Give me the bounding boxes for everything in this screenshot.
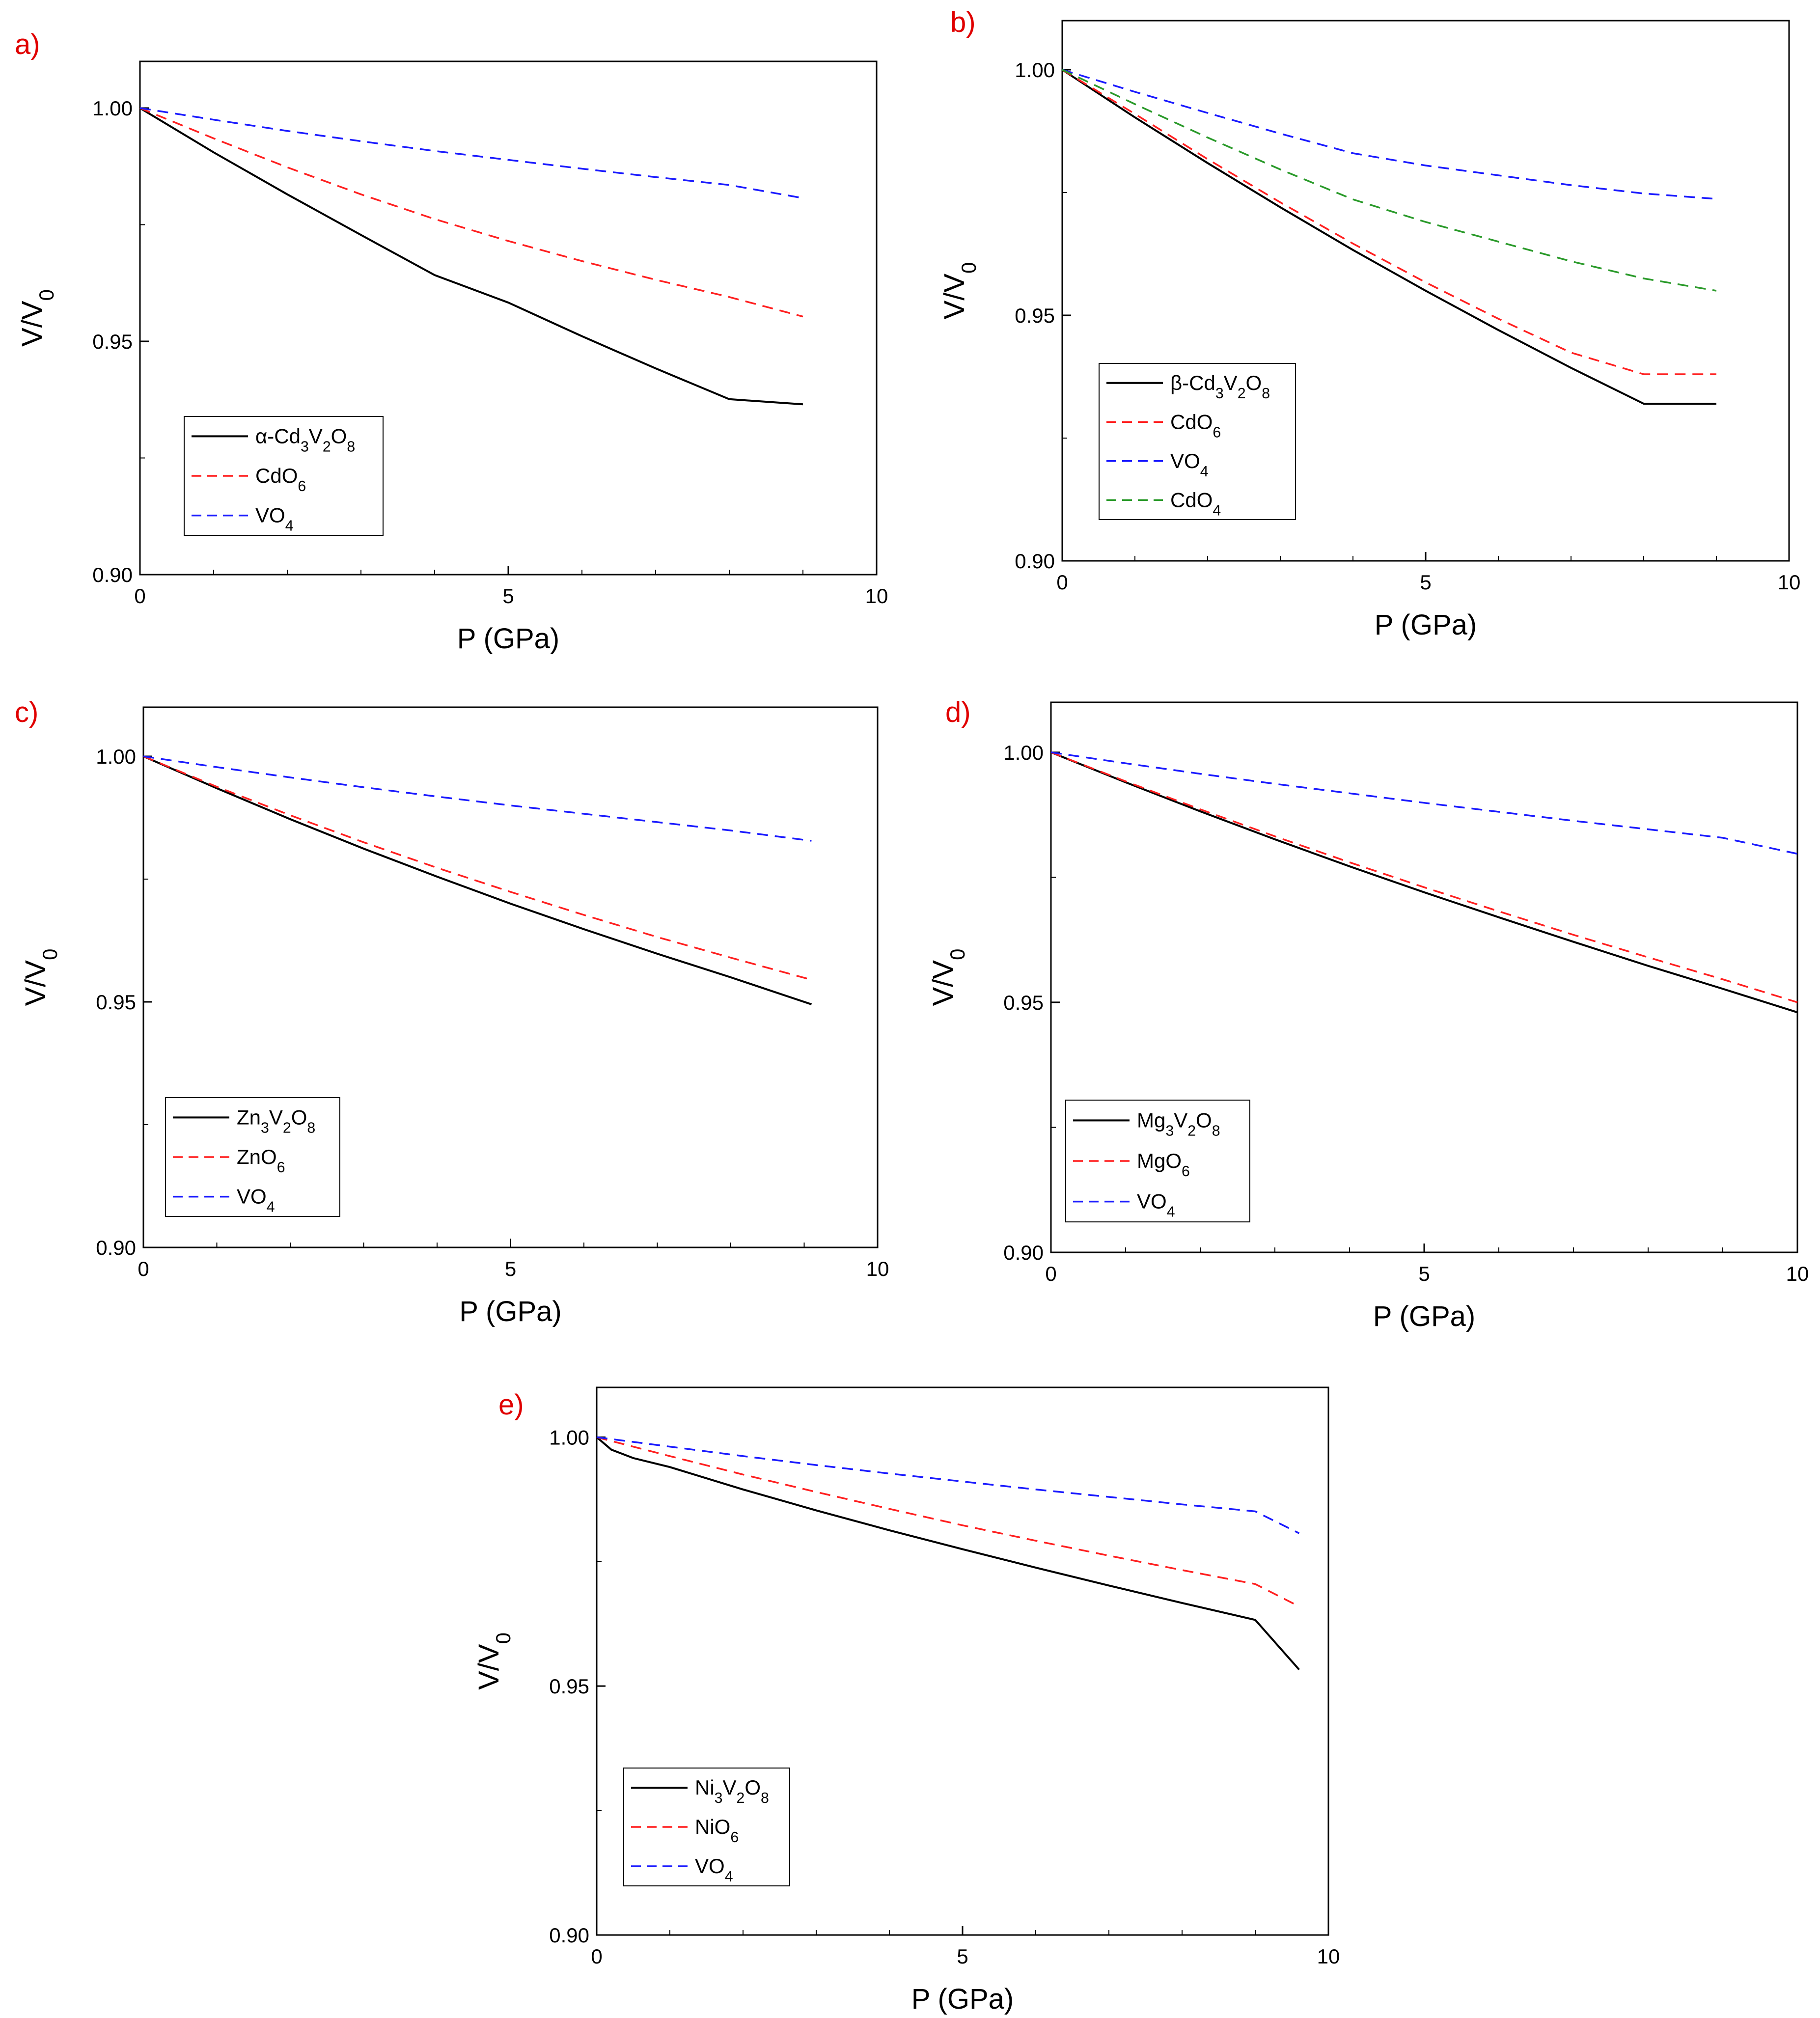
series-line [143,755,812,842]
x-tick-label: 5 [1420,571,1431,594]
x-axis-title: P (GPa) [459,1296,561,1327]
y-tick-label: 0.90 [92,563,133,586]
legend-label: VO4 [255,504,294,534]
x-tick-label: 5 [505,1257,516,1280]
legend-label: VO4 [237,1185,275,1216]
x-tick-label: 10 [1778,571,1801,594]
x-tick-label: 0 [1045,1262,1056,1285]
series-line [596,1436,1300,1607]
series-line [139,107,803,318]
y-axis-title: V/V0 [927,949,969,1006]
y-tick-label: 0.90 [96,1236,136,1259]
series-line [596,1436,1300,1534]
y-tick-label: 1.00 [1015,58,1055,82]
legend-label: VO4 [1170,449,1209,480]
x-axis-title: P (GPa) [911,1983,1014,2015]
x-tick-label: 0 [138,1257,149,1280]
x-tick-label: 0 [134,584,145,608]
x-tick-label: 10 [1786,1262,1809,1285]
series-line [1062,69,1717,200]
chart-panel-b: b) 0.90 0.95 1.00 0 5 10 P (GPa) V/V0 β-Cd3V2O8 Cd… [938,6,1800,641]
panel-label: a) [15,28,40,60]
x-axis-title: P (GPa) [1375,609,1477,641]
x-tick-label: 0 [591,1945,602,1968]
legend-box [1099,363,1296,520]
series-line [139,107,803,199]
legend-label: VO4 [695,1854,733,1885]
legend-label: Ni3V2O8 [695,1776,769,1806]
chart-panel-a: a) 0.90 0.95 1.00 0 5 10 P (GPa) V/V0 α-Cd3V2O8 Cd… [15,28,888,655]
series-line [143,755,812,981]
x-tick-label: 10 [865,584,888,608]
y-tick-label: 1.00 [549,1426,589,1449]
series-line [1062,69,1717,292]
series-line [1061,69,1716,405]
y-tick-label: 1.00 [92,97,133,120]
panel-label: d) [945,696,971,728]
chart-panel-e: e) 0.90 0.95 1.00 0 5 10 P (GPa) V/V0 Ni3V2O8 NiO6… [473,1386,1340,2015]
series-line [596,1436,1300,1671]
y-tick-label: 0.90 [1003,1241,1044,1264]
series-line [143,755,812,1005]
chart-panel-c: c) 0.90 0.95 1.00 0 5 10 P (GPa) V/V0 Zn3V2O8 ZnO6… [15,696,889,1327]
y-axis-title: V/V0 [20,949,61,1006]
panel-label: b) [950,6,976,38]
y-tick-label: 0.95 [1003,991,1044,1014]
y-tick-label: 1.00 [96,745,136,768]
y-tick-label: 0.90 [549,1924,589,1947]
series-line [1050,751,1798,855]
legend-label: CdO6 [1170,410,1221,441]
y-tick-label: 0.95 [96,991,136,1014]
legend-label: CdO6 [255,464,306,495]
y-tick-label: 0.95 [1015,304,1055,327]
legend-label: VO4 [1137,1190,1175,1220]
panel-label: c) [15,696,38,728]
x-tick-label: 5 [1418,1262,1430,1285]
x-tick-label: 5 [502,584,514,608]
x-axis-title: P (GPa) [457,623,559,655]
series-line [139,107,803,406]
y-axis-title: V/V0 [473,1632,515,1690]
y-tick-label: 0.90 [1015,550,1055,573]
legend-label: ZnO6 [237,1145,285,1176]
x-tick-label: 0 [1056,571,1068,594]
chart-panel-d: d) 0.90 0.95 1.00 0 5 10 P (GPa) V/V0 Mg3V2O8 MgO6… [927,696,1809,1332]
y-axis-title: V/V0 [16,289,58,347]
legend-label: β-Cd3V2O8 [1170,371,1270,402]
y-axis-title: V/V0 [938,262,980,320]
legend-label: NiO6 [695,1815,739,1846]
legend-label: CdO4 [1170,488,1221,519]
x-axis-title: P (GPa) [1373,1300,1475,1332]
panel-label: e) [498,1389,524,1421]
x-tick-label: 5 [957,1945,968,1968]
x-tick-label: 10 [866,1257,889,1280]
x-tick-label: 10 [1317,1945,1340,1968]
series-line [1050,751,1798,1003]
legend-label: Zn3V2O8 [237,1106,315,1136]
series-line [1062,69,1716,375]
legend-label: MgO6 [1137,1149,1190,1180]
y-tick-label: 0.95 [92,330,133,353]
y-tick-label: 1.00 [1003,741,1044,764]
y-tick-label: 0.95 [549,1675,589,1698]
legend-label: α-Cd3V2O8 [255,424,355,455]
legend-label: Mg3V2O8 [1137,1108,1220,1139]
series-line [1050,751,1798,1014]
